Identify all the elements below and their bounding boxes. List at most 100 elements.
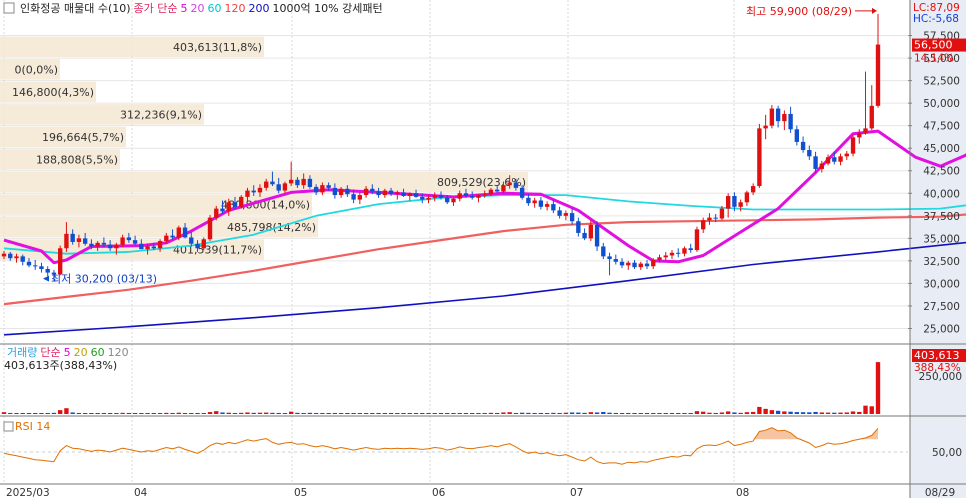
candle-body <box>619 261 625 266</box>
ma120-line <box>3 213 966 306</box>
candle-body <box>257 187 263 193</box>
volume-bar <box>395 413 400 414</box>
volume-bar <box>588 412 594 414</box>
volume-bar <box>157 413 163 414</box>
candle-body <box>20 256 25 262</box>
volume-bar <box>220 412 225 414</box>
candle-body <box>157 241 163 249</box>
volume-bar <box>495 412 500 414</box>
volume-bar <box>707 412 712 414</box>
candle-body <box>763 125 768 129</box>
legend-item: 인화정공 매물대 수(10) <box>20 2 131 15</box>
legend-item: 5 <box>181 2 188 15</box>
candle-body <box>669 252 675 256</box>
volume-bar <box>33 413 38 414</box>
candle-body <box>420 196 425 200</box>
candle-body <box>838 156 843 162</box>
volume-bar <box>844 412 849 414</box>
volume-bar <box>445 413 450 414</box>
volume-profile-bar <box>0 104 204 125</box>
volume-bar <box>532 413 537 414</box>
volume-profile-label: 485,798(14,2%) <box>227 221 316 234</box>
candle-body <box>863 128 868 133</box>
volume-bar <box>601 411 606 414</box>
rsi-tick-label: 50,00 <box>932 447 962 459</box>
volume-profile-bar <box>0 216 318 238</box>
candle-body <box>451 198 456 203</box>
volume-bar <box>282 413 288 414</box>
volume-profile-label: 196,664(5,7%) <box>42 131 124 144</box>
volume-bar <box>39 413 44 414</box>
volume-bar <box>669 412 675 414</box>
candle-body <box>463 193 469 196</box>
candle-body <box>114 244 119 249</box>
candle-body <box>89 243 94 247</box>
candle-body <box>782 113 787 122</box>
candle-body <box>445 197 450 203</box>
volume-bar <box>626 412 631 414</box>
y-tick-label: 40,000 <box>923 188 960 200</box>
rsi-line <box>3 427 879 465</box>
volume-bar <box>345 413 350 414</box>
candle-body <box>145 246 150 250</box>
candle-body <box>438 195 444 198</box>
candle-body <box>413 193 419 197</box>
volume-bar <box>807 412 812 414</box>
volume-bar <box>538 412 544 414</box>
candle-body <box>39 266 44 269</box>
volume-bar <box>463 413 469 414</box>
volume-bar <box>544 413 550 414</box>
volume-bar <box>426 413 431 414</box>
grid-lines <box>0 0 908 484</box>
volume-bar <box>357 413 363 414</box>
volume-bar <box>869 406 874 414</box>
volume-bar <box>301 412 306 414</box>
volume-bar <box>307 412 313 414</box>
candle-body <box>226 202 231 212</box>
candle-body <box>657 257 662 260</box>
volume-bar <box>101 413 107 414</box>
candle-body <box>33 265 38 267</box>
candle-body <box>1 253 7 257</box>
rsi-checkbox[interactable] <box>3 421 14 432</box>
y-tick-label: 37,500 <box>923 211 960 223</box>
right-axis-indicators: LC:87,09 HC:-5,68 <box>913 2 960 25</box>
volume-bar <box>257 412 263 414</box>
candle-body <box>195 243 200 249</box>
candle-body <box>775 108 781 122</box>
volume-bar <box>651 412 656 414</box>
volume-bar <box>782 411 787 414</box>
candle-body <box>14 256 19 259</box>
volume-bar <box>619 413 625 414</box>
low-arrowhead <box>43 275 49 282</box>
candle-body <box>632 262 637 268</box>
volume-bar <box>139 413 144 414</box>
legend-checkbox[interactable] <box>3 2 15 14</box>
volume-profile-bar <box>0 126 126 148</box>
candle-body <box>663 255 668 258</box>
candle-body <box>201 239 206 249</box>
candle-body <box>301 178 306 186</box>
candle-body <box>470 195 475 198</box>
volume-bar <box>14 413 19 414</box>
candle-body <box>476 195 481 198</box>
volume-bar <box>750 411 756 414</box>
volume-bar <box>170 412 175 414</box>
candle-body <box>132 240 138 244</box>
volume-bar <box>819 412 824 414</box>
candle-body <box>557 210 562 216</box>
candle-body <box>220 208 225 212</box>
current-price-label: 56,500 <box>914 39 953 52</box>
y-tick-label: 55,000 <box>923 53 960 65</box>
volume-bar <box>1 412 7 414</box>
legend-item: 20 <box>74 346 88 359</box>
moving-average-lines <box>3 129 966 336</box>
volume-bar <box>488 412 494 414</box>
candle-body <box>644 263 650 267</box>
volume-profile-label: 403,613(11,8%) <box>173 41 262 54</box>
volume-bar <box>89 413 94 414</box>
candle-body <box>488 189 494 195</box>
